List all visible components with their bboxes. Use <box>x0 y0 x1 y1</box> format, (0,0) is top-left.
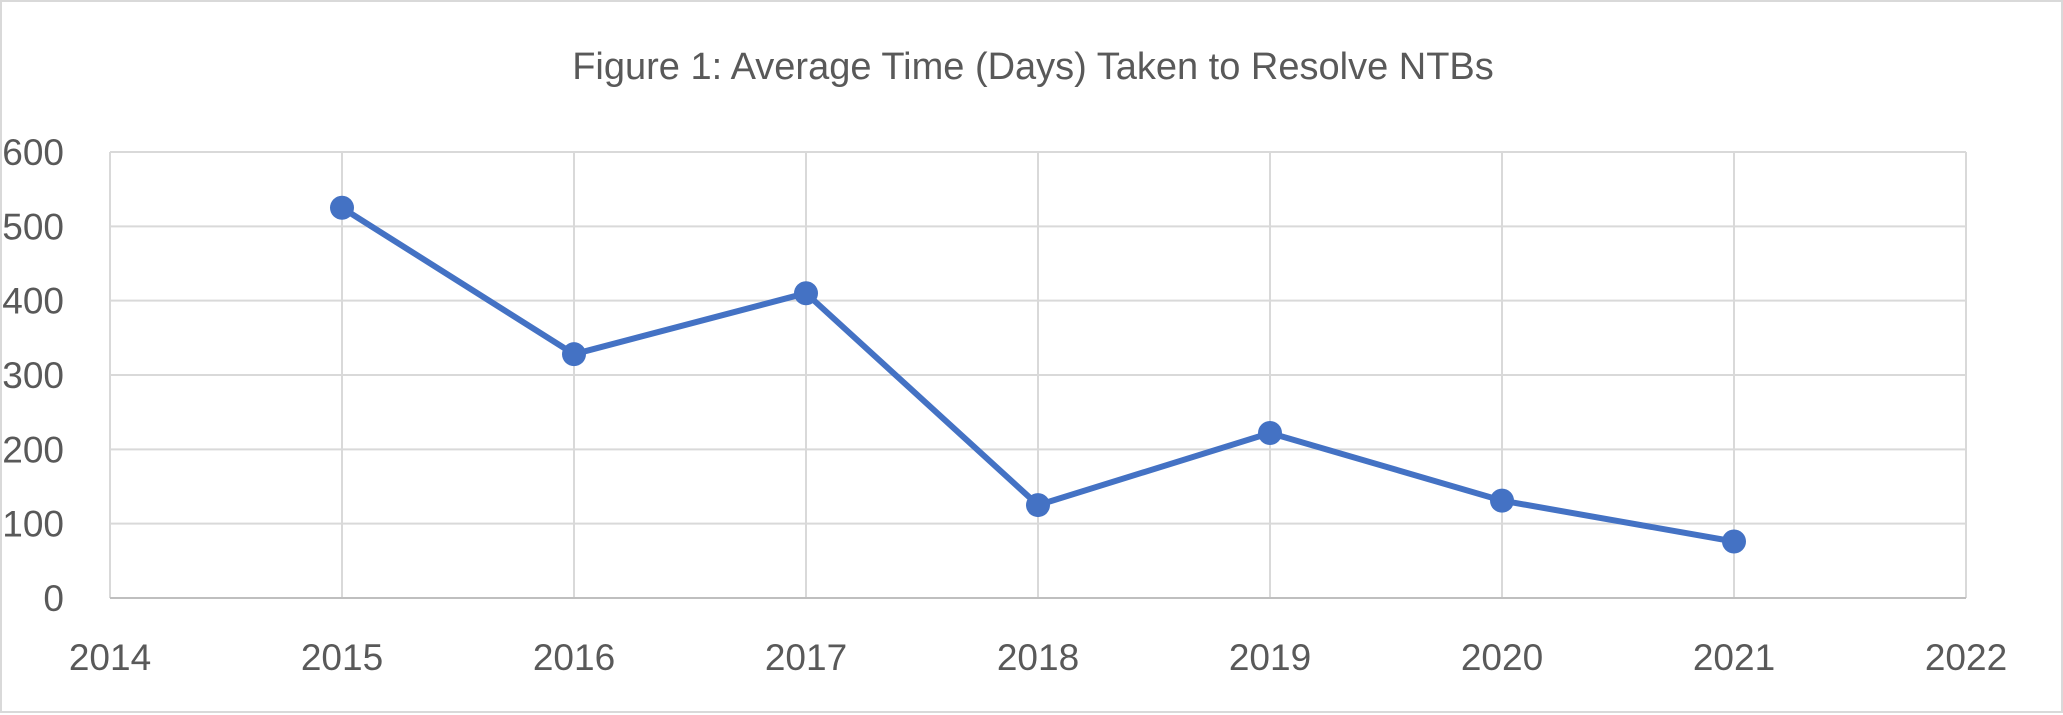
x-tick-label: 2019 <box>1229 637 1311 678</box>
x-tick-label: 2021 <box>1693 637 1775 678</box>
x-tick-label: 2015 <box>301 637 383 678</box>
data-point-2021 <box>1722 529 1746 554</box>
y-tick-label: 100 <box>2 504 64 545</box>
data-point-2018 <box>1026 493 1050 518</box>
y-tick-label: 600 <box>2 132 64 173</box>
x-tick-label: 2022 <box>1925 637 2007 678</box>
x-tick-label: 2017 <box>765 637 847 678</box>
markers-layer <box>330 195 1746 554</box>
x-axis-tick-labels: 2014 2015 2016 2017 2018 2019 2020 2021 2022 <box>69 637 2007 678</box>
x-tick-label: 2014 <box>69 637 151 678</box>
x-tick-label: 2018 <box>997 637 1079 678</box>
y-tick-label: 300 <box>2 355 64 396</box>
data-point-2015 <box>330 195 354 220</box>
y-tick-label: 500 <box>2 206 64 247</box>
y-axis-tick-labels: 0 100 200 300 400 500 600 <box>2 132 64 619</box>
y-tick-label: 200 <box>2 429 64 470</box>
data-point-2020 <box>1490 488 1514 513</box>
y-tick-label: 400 <box>2 281 64 322</box>
chart-title: Figure 1: Average Time (Days) Taken to R… <box>572 46 1494 88</box>
x-tick-label: 2016 <box>533 637 615 678</box>
y-tick-label: 0 <box>43 578 64 619</box>
data-point-2019 <box>1258 420 1282 445</box>
data-point-2017 <box>794 281 818 306</box>
gridlines <box>109 151 1967 598</box>
x-tick-label: 2020 <box>1461 637 1543 678</box>
data-point-2016 <box>562 342 586 367</box>
